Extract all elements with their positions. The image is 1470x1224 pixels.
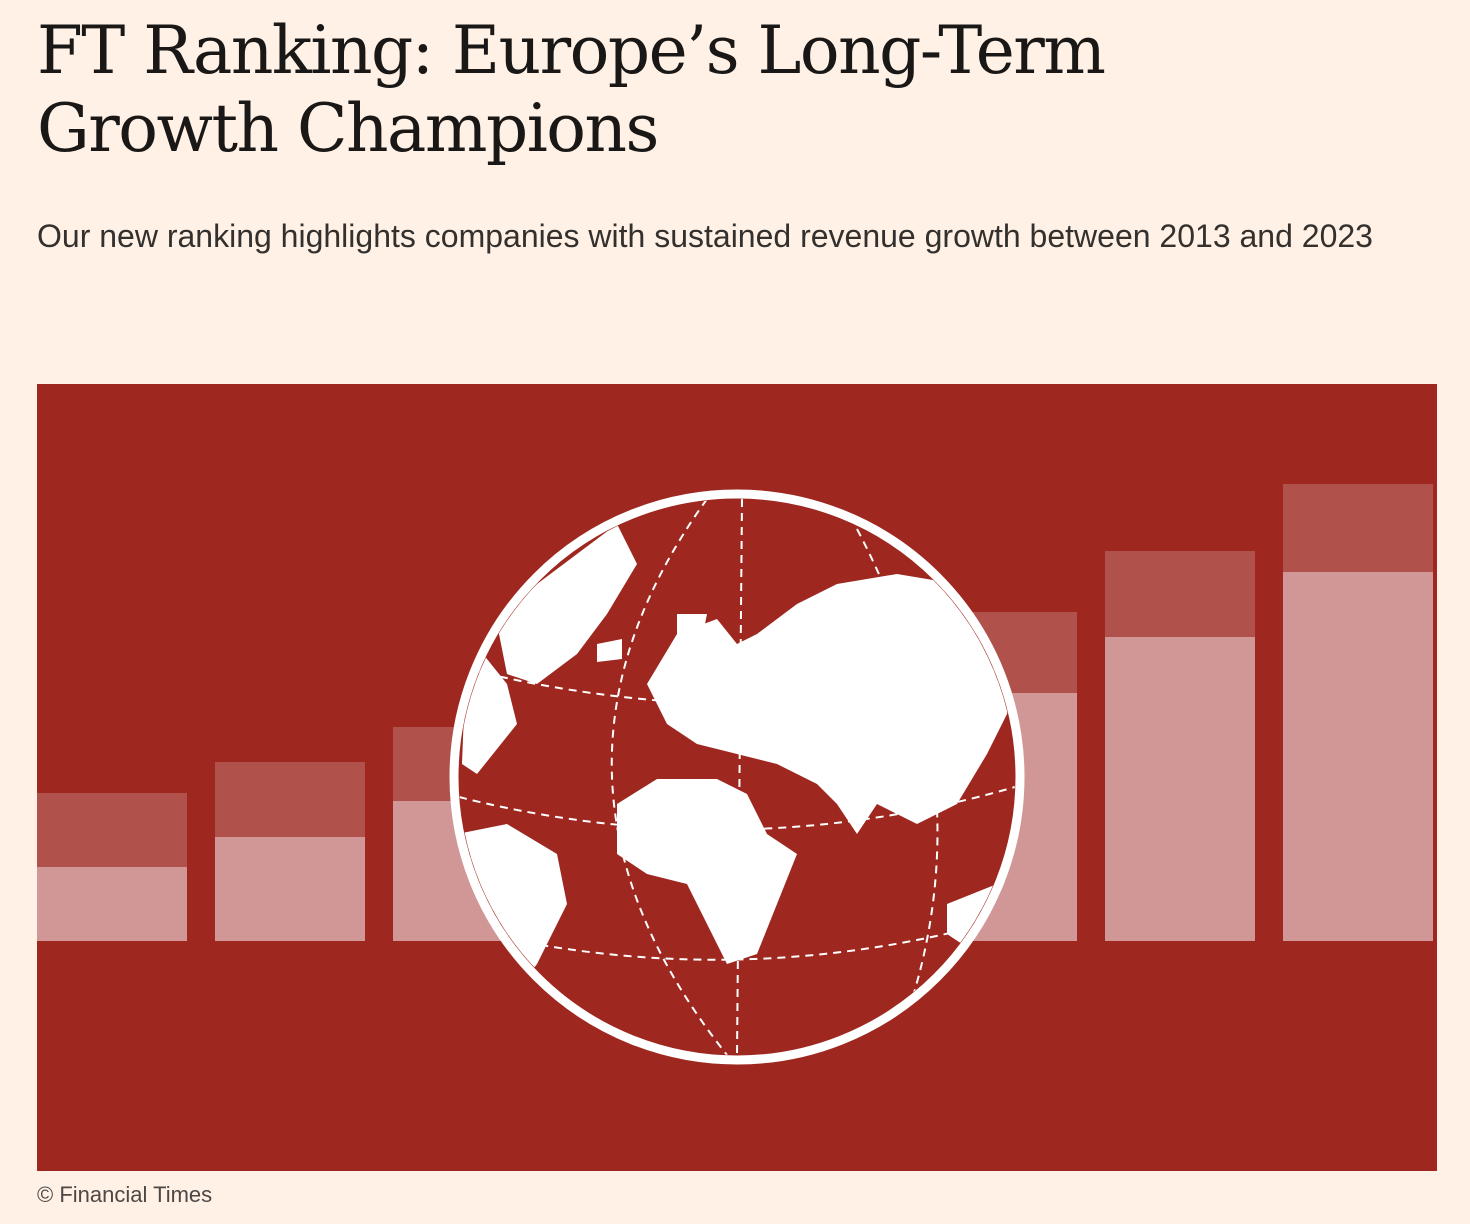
meridian-line [610, 499, 728, 1055]
scandinavia-shape [677, 614, 707, 644]
bar-top-segment [1283, 484, 1433, 572]
page-title: FT Ranking: Europe’s Long-Term Growth Ch… [37, 12, 1106, 167]
bar-bottom-segment [1105, 637, 1255, 941]
standfirst: Our new ranking highlights companies wit… [37, 218, 1373, 254]
bar-bottom-segment [215, 837, 365, 941]
meridian-line [736, 499, 743, 1055]
hero-illustration [37, 384, 1437, 1171]
bar-top-segment [1105, 551, 1255, 637]
greenland-shape [497, 524, 637, 684]
bar-top-segment [215, 762, 365, 837]
africa-shape [617, 779, 797, 964]
globe-bars-illustration [37, 484, 1433, 1065]
bar-bottom-segment [1283, 572, 1433, 941]
image-caption: © Financial Times [37, 1182, 213, 1207]
eurasia-shape [647, 574, 1015, 834]
bar-bottom-segment [37, 867, 187, 941]
iceland-shape [597, 639, 622, 662]
bar-top-segment [37, 793, 187, 867]
